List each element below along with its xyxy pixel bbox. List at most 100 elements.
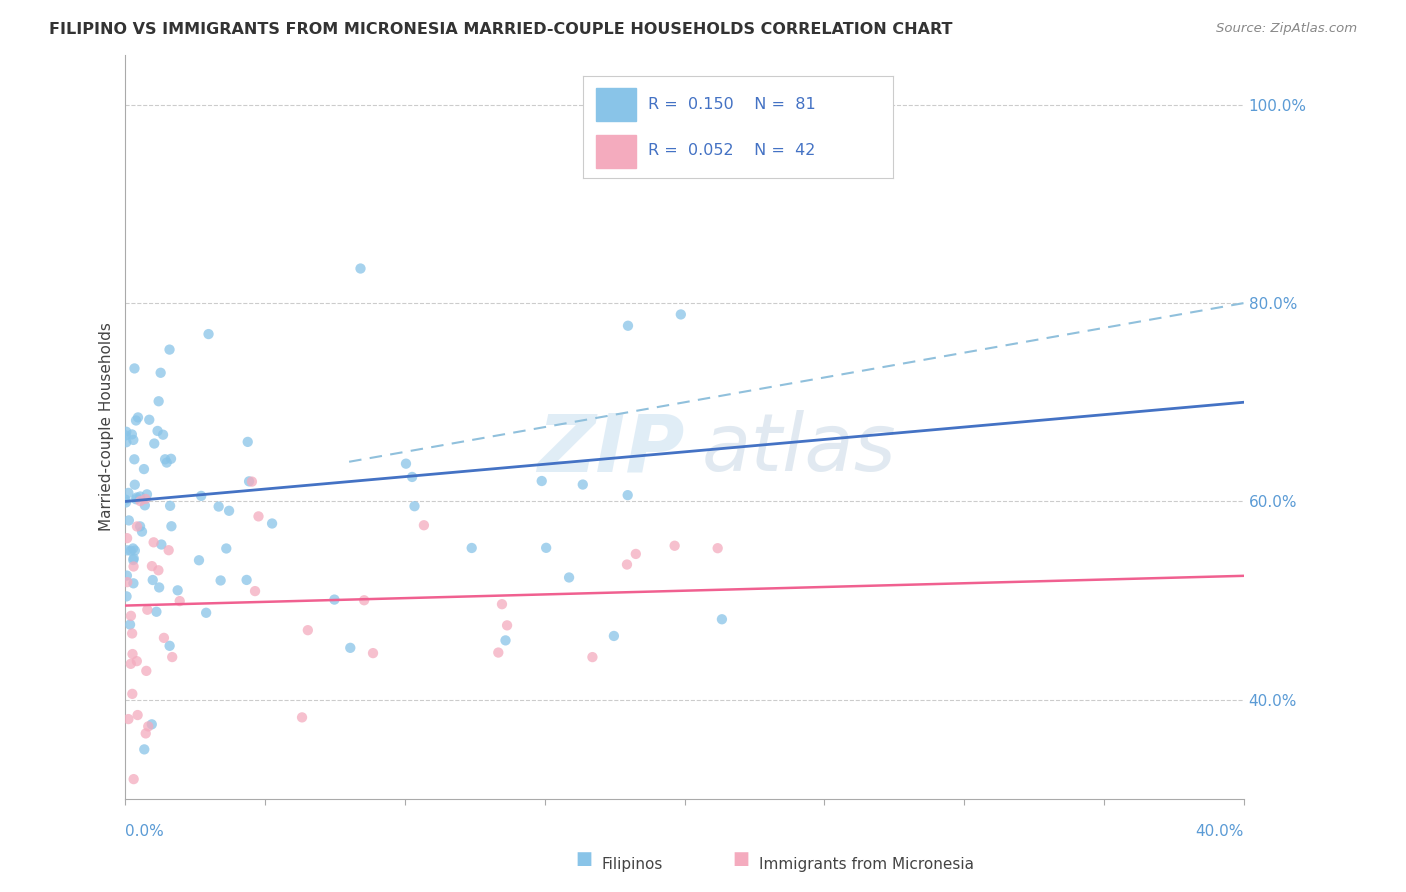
Point [530,474,553,488]
Point [129,490,152,504]
Point [122,559,145,574]
Point [142,535,165,549]
Bar [596,136,636,168]
Point [159,499,181,513]
Point [496,618,519,632]
Point [159,343,181,357]
Point [125,654,148,668]
Point [339,640,361,655]
Point [114,492,136,507]
Point [156,456,179,470]
Point [215,541,238,556]
Point [160,650,183,665]
Point [127,410,149,425]
Point [138,413,160,427]
Point [616,558,638,572]
Point [169,594,191,608]
Point [706,541,728,556]
Point [125,519,148,533]
Text: 0.0%: 0.0% [125,823,165,838]
Point [136,487,159,501]
Point [134,742,156,756]
Point [190,489,212,503]
Text: atlas: atlas [702,410,896,488]
Point [153,631,176,645]
Text: FILIPINO VS IMMIGRANTS FROM MICRONESIA MARRIED-COUPLE HOUSEHOLDS CORRELATION CHA: FILIPINO VS IMMIGRANTS FROM MICRONESIA M… [49,22,953,37]
Point [136,603,159,617]
Point [404,499,426,513]
Point [361,646,384,660]
Point [153,452,176,467]
Point [353,593,375,607]
Point [235,573,257,587]
Point [401,470,423,484]
Point [323,592,346,607]
Point [240,475,263,489]
Point [120,657,142,671]
Point [115,531,138,545]
Point [143,436,166,450]
Point [236,434,259,449]
Point [188,553,211,567]
Point [460,541,482,555]
Point [121,687,143,701]
Point [124,477,146,491]
Text: Immigrants from Micronesia: Immigrants from Micronesia [759,857,974,872]
Text: R =  0.052    N =  42: R = 0.052 N = 42 [648,144,815,158]
Point [209,574,232,588]
Point [160,451,183,466]
Point [558,570,581,584]
Point [135,726,157,740]
Point [534,541,557,555]
Point [218,504,240,518]
Text: Source: ZipAtlas.com: Source: ZipAtlas.com [1216,22,1357,36]
Point [146,424,169,438]
Point [148,394,170,409]
Point [243,584,266,599]
Text: 40.0%: 40.0% [1195,823,1244,838]
Point [134,491,156,506]
Point [117,543,139,558]
Point [148,581,170,595]
Point [122,772,145,786]
Point [117,575,139,590]
Point [141,559,163,574]
Point [664,539,686,553]
Point [121,647,143,661]
Point [571,477,593,491]
Point [238,475,260,489]
Point [159,639,181,653]
Point [120,608,142,623]
Point [132,462,155,476]
Point [115,495,138,509]
Point [121,626,143,640]
Point [617,318,640,333]
Point [122,576,145,591]
Point [150,537,173,551]
Point [121,427,143,442]
Point [148,563,170,577]
Point [122,551,145,566]
Point [152,427,174,442]
Point [125,491,148,505]
Point [262,516,284,531]
Point [124,543,146,558]
Point [136,719,159,733]
Point [120,543,142,558]
Point [115,425,138,439]
Point [114,428,136,442]
Point [581,650,603,665]
Point [125,413,148,427]
Point [349,261,371,276]
Point [134,499,156,513]
Point [197,327,219,342]
Point [195,606,218,620]
Point [710,612,733,626]
Point [122,553,145,567]
Point [297,623,319,637]
Point [149,366,172,380]
Point [122,433,145,447]
Text: ■: ■ [733,850,749,868]
Point [117,486,139,500]
Point [624,547,647,561]
